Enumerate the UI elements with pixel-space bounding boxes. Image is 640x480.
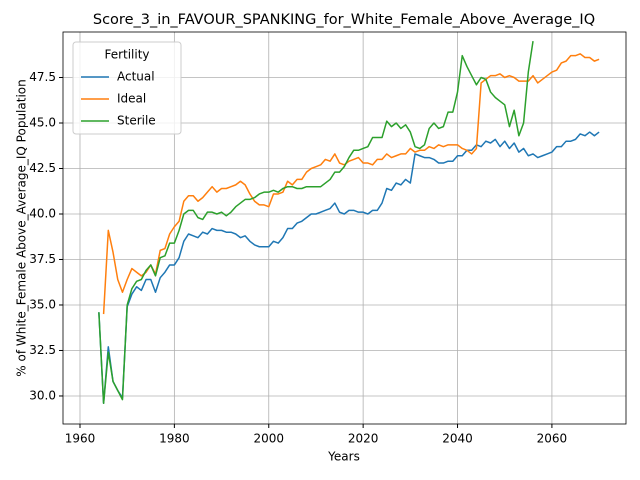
legend-box [72, 41, 182, 135]
x-tick-label: 2000 [253, 432, 284, 446]
y-axis-label: % of White_Female Above_Average_IQ Popul… [15, 79, 29, 376]
series-line [98, 131, 600, 404]
plot-frame [62, 31, 627, 425]
y-tick-label: 42.5 [29, 161, 56, 175]
legend-title: Fertility [104, 48, 149, 62]
y-tick-label: 37.5 [29, 252, 56, 266]
x-tick-label: 2040 [442, 432, 473, 446]
series-line [102, 53, 600, 315]
y-tick-label: 45.0 [29, 115, 56, 129]
y-tick-label: 30.0 [29, 388, 56, 402]
x-axis-label: Years [327, 450, 360, 464]
legend-label: Actual [117, 70, 155, 84]
x-tick-label: 1960 [65, 432, 96, 446]
series-line [98, 40, 534, 404]
y-tick-label: 32.5 [29, 343, 56, 357]
x-tick-label: 2060 [537, 432, 568, 446]
chart-title: Score_3_in_FAVOUR_SPANKING_for_White_Fem… [93, 12, 595, 28]
legend-label: Sterile [117, 114, 156, 128]
x-tick-label: 1980 [159, 432, 190, 446]
legend: Fertility Actual Ideal Sterile [72, 41, 182, 135]
x-tick-label: 2020 [348, 432, 379, 446]
y-tick-label: 47.5 [29, 70, 56, 84]
y-tick-label: 40.0 [29, 206, 56, 220]
legend-label: Ideal [117, 92, 146, 106]
y-tick-label: 35.0 [29, 297, 56, 311]
